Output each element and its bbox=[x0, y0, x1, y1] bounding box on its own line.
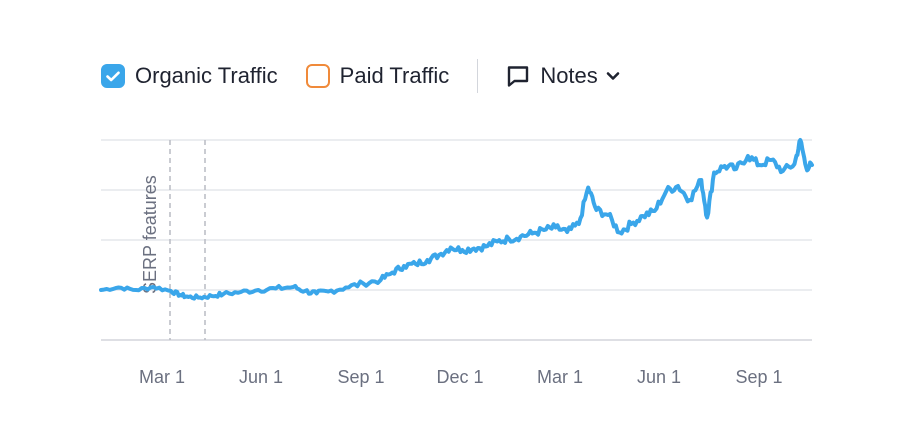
checkbox-unchecked-icon[interactable] bbox=[305, 64, 330, 88]
x-tick-label: Sep 1 bbox=[337, 367, 384, 387]
chart-legend: Organic Traffic Paid Traffic Notes bbox=[101, 59, 620, 93]
x-tick-label: Mar 1 bbox=[139, 367, 185, 387]
organic-traffic-label: Organic Traffic bbox=[135, 63, 278, 88]
paid-traffic-label: Paid Traffic bbox=[339, 63, 450, 88]
x-tick-label: Jun 1 bbox=[637, 367, 681, 387]
organic-traffic-toggle[interactable]: Organic Traffic bbox=[101, 63, 278, 89]
notes-dropdown[interactable]: Notes bbox=[506, 63, 620, 89]
x-tick-label: Dec 1 bbox=[436, 367, 483, 387]
comment-icon bbox=[506, 65, 530, 87]
checkbox-checked-icon[interactable] bbox=[101, 64, 125, 88]
chevron-down-icon bbox=[606, 71, 620, 81]
x-tick-label: Mar 1 bbox=[537, 367, 583, 387]
annotation-label: SERP features bbox=[140, 175, 160, 294]
x-tick-label: Jun 1 bbox=[239, 367, 283, 387]
legend-divider bbox=[477, 59, 479, 93]
x-tick-label: Sep 1 bbox=[735, 367, 782, 387]
paid-traffic-toggle[interactable]: Paid Traffic bbox=[305, 63, 450, 89]
organic-traffic-line bbox=[99, 138, 814, 301]
notes-label: Notes bbox=[540, 63, 598, 88]
